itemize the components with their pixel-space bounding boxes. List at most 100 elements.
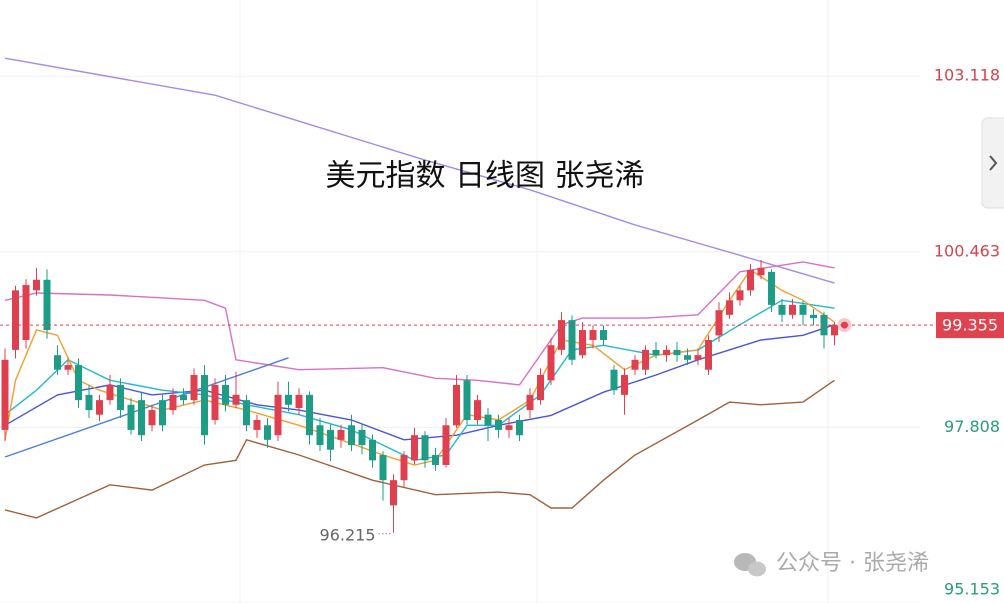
y-tick-label: 97.808 bbox=[944, 417, 1000, 436]
candle-body bbox=[358, 429, 366, 446]
candle-body bbox=[442, 425, 450, 465]
candle-body bbox=[537, 375, 544, 401]
candle-body bbox=[400, 455, 408, 481]
candle-body bbox=[222, 384, 229, 405]
candle-body bbox=[159, 400, 166, 426]
y-tick-label: 103.118 bbox=[934, 66, 1000, 85]
low-annotation: 96.215 bbox=[320, 525, 376, 544]
candle-body bbox=[327, 429, 334, 450]
candle-body bbox=[348, 425, 355, 446]
candle-body bbox=[757, 267, 765, 276]
candle-body bbox=[306, 394, 313, 436]
candle-body bbox=[54, 355, 61, 370]
candle-body bbox=[652, 349, 660, 356]
indicator-line bbox=[4, 379, 835, 519]
candle-body bbox=[285, 394, 292, 405]
candle-body bbox=[316, 425, 324, 446]
candle-body bbox=[390, 480, 397, 506]
expand-button[interactable] bbox=[981, 117, 1004, 209]
y-tick-label: 95.153 bbox=[944, 580, 1000, 599]
candle-body bbox=[600, 330, 607, 340]
candle-body bbox=[127, 404, 135, 430]
candle-body bbox=[64, 365, 72, 370]
candle-body bbox=[411, 435, 418, 461]
candle-body bbox=[432, 455, 439, 465]
candle-body bbox=[232, 394, 240, 405]
candle-body bbox=[810, 314, 817, 319]
candle-body bbox=[75, 365, 82, 401]
candle-body bbox=[505, 425, 513, 430]
indicator-line bbox=[4, 357, 289, 458]
candle-body bbox=[169, 394, 177, 411]
chevron bbox=[989, 155, 998, 171]
candle-body bbox=[516, 419, 523, 436]
candle-body bbox=[453, 384, 460, 426]
candle-body bbox=[148, 410, 156, 426]
candle-body bbox=[106, 384, 114, 401]
candle-body bbox=[579, 330, 586, 356]
candle-body bbox=[190, 375, 198, 401]
candle-body bbox=[547, 345, 555, 381]
wechat-icon bbox=[748, 561, 766, 577]
candle-body bbox=[379, 455, 387, 481]
candle-body bbox=[778, 304, 786, 315]
last-price-label: 99.355 bbox=[942, 316, 998, 335]
candle-body bbox=[253, 419, 261, 430]
candle-body bbox=[526, 394, 534, 411]
candle-body bbox=[484, 414, 492, 426]
candle-body bbox=[705, 339, 712, 370]
price-axis: 103.118 100.463 97.808 95.153 99.355 96.215 bbox=[0, 66, 1004, 599]
candle-body bbox=[12, 290, 19, 350]
candle-body bbox=[96, 400, 103, 415]
candle-body bbox=[568, 320, 576, 360]
candle-body bbox=[1, 359, 9, 430]
candle-body bbox=[22, 285, 30, 340]
candle-body bbox=[663, 349, 670, 356]
candle-body bbox=[495, 419, 502, 430]
indicator-line bbox=[4, 57, 835, 284]
candle-body bbox=[211, 384, 219, 420]
candle-body bbox=[85, 394, 93, 411]
expand-tab[interactable] bbox=[981, 117, 1004, 209]
candle-body bbox=[43, 279, 51, 331]
candle-body bbox=[243, 400, 250, 426]
chart-title: 美元指数 日线图 张尧浠 bbox=[325, 159, 644, 194]
candle-body bbox=[799, 304, 807, 315]
candle-body bbox=[673, 349, 681, 356]
candle-body bbox=[337, 429, 345, 440]
candle-body bbox=[369, 439, 376, 461]
watermark: 公众号 · 张尧浠 bbox=[734, 551, 929, 577]
candle-body bbox=[180, 394, 187, 401]
candle-body bbox=[421, 435, 429, 461]
last-price-box bbox=[936, 312, 1004, 339]
candle-body bbox=[295, 394, 303, 409]
candle-body bbox=[274, 394, 282, 436]
candle-body bbox=[736, 290, 744, 301]
candle-body bbox=[463, 380, 471, 420]
candle-body bbox=[610, 369, 618, 391]
candle-body bbox=[621, 375, 628, 395]
candle-body bbox=[474, 400, 481, 420]
candle-body bbox=[789, 304, 796, 315]
candle-body bbox=[768, 271, 775, 305]
candles bbox=[1, 259, 838, 533]
candle-body bbox=[642, 349, 649, 370]
grid bbox=[0, 75, 920, 603]
watermark-text: 公众号 · 张尧浠 bbox=[776, 551, 929, 576]
candle-body bbox=[715, 310, 723, 336]
candle-body bbox=[201, 375, 208, 436]
candle-body bbox=[558, 320, 565, 350]
candle-body bbox=[264, 425, 271, 440]
candle-body bbox=[33, 279, 40, 291]
candle-body bbox=[726, 300, 733, 315]
last-price-dot bbox=[841, 321, 848, 329]
candle-body bbox=[684, 355, 691, 360]
candle-body bbox=[694, 355, 702, 360]
candle-body bbox=[831, 325, 838, 336]
y-tick-label: 100.463 bbox=[934, 241, 1000, 260]
candle-body bbox=[117, 384, 124, 411]
candle-body bbox=[138, 400, 145, 436]
candle-body bbox=[589, 330, 597, 340]
